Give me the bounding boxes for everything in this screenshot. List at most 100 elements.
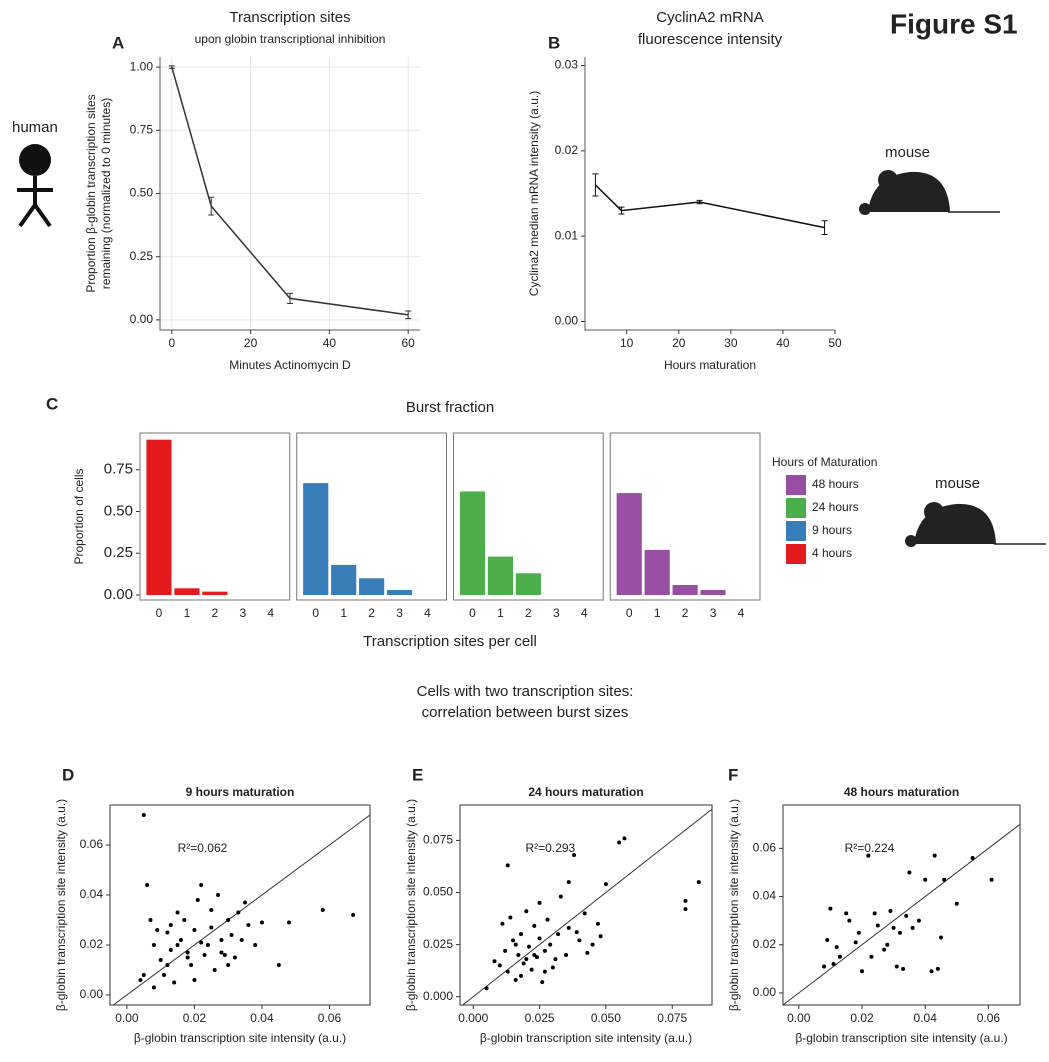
bar <box>459 491 486 595</box>
y-axis-label: Cyclina2 median mRNA intensity (a.u.) <box>527 91 541 296</box>
bar <box>672 584 698 595</box>
x-tick-label: 0.02 <box>183 1011 207 1025</box>
y-tick-label: 0.06 <box>80 837 104 851</box>
legend-title: Hours of Maturation <box>772 455 877 469</box>
panel-letter: B <box>548 33 560 52</box>
y-axis-label: β-globin transcription site intensity (a… <box>727 799 741 1011</box>
chart-title: fluorescence intensity <box>638 31 783 48</box>
x-tick-label: 0.06 <box>318 1011 342 1025</box>
point <box>229 933 234 937</box>
point <box>226 918 231 922</box>
y-axis-label: Proportion β-globin transcription sites <box>84 94 98 292</box>
chart-title: 24 hours maturation <box>528 785 643 799</box>
y-tick-label: 0.00 <box>104 586 133 603</box>
point <box>145 883 150 887</box>
bar <box>331 564 357 595</box>
x-tick-label: 0.00 <box>787 1011 811 1025</box>
point <box>172 980 177 985</box>
point <box>519 973 524 978</box>
line <box>171 66 409 316</box>
point <box>524 957 529 962</box>
error-bar <box>208 196 215 216</box>
legend-swatch <box>786 521 806 541</box>
bar <box>386 589 413 595</box>
error-bar <box>592 173 599 197</box>
point <box>151 943 156 947</box>
point <box>595 921 600 926</box>
point <box>492 959 497 964</box>
point <box>888 909 893 914</box>
point <box>910 925 915 930</box>
y-tick-label: 0.02 <box>753 937 777 951</box>
x-tick-label: 3 <box>553 606 560 620</box>
x-tick-label: 60 <box>402 336 416 350</box>
bar <box>202 591 228 595</box>
point <box>598 934 603 939</box>
legend-label: 9 hours <box>812 523 852 537</box>
point <box>532 923 537 928</box>
point <box>195 898 200 902</box>
y-tick-label: 0.000 <box>423 989 453 1003</box>
point <box>511 938 516 943</box>
identity-line <box>782 823 1021 1006</box>
y-tick-label: 0.06 <box>753 841 777 855</box>
point <box>875 923 880 928</box>
y-tick-label: 0.25 <box>104 544 133 561</box>
point <box>882 947 887 952</box>
point <box>222 953 227 957</box>
x-axis-label: β-globin transcription site intensity (a… <box>480 1031 692 1045</box>
point <box>209 908 214 912</box>
x-tick-label: 30 <box>724 336 738 350</box>
y-tick-label: 0.00 <box>753 985 777 999</box>
x-tick-label: 0.000 <box>458 1011 488 1025</box>
point <box>497 963 502 968</box>
point <box>141 813 146 817</box>
point <box>548 942 553 947</box>
mouse-icon: mouse <box>905 475 1046 547</box>
x-tick-label: 4 <box>424 606 431 620</box>
point <box>894 964 899 969</box>
group-title: correlation between burst sizes <box>422 704 629 721</box>
point <box>151 985 156 990</box>
y-axis-label: β-globin transcription site intensity (a… <box>404 799 418 1011</box>
point <box>484 986 489 991</box>
point <box>622 836 627 841</box>
point <box>182 918 187 922</box>
x-axis-label: Hours maturation <box>664 358 756 372</box>
point <box>901 966 906 971</box>
point <box>503 948 508 953</box>
point <box>989 877 994 882</box>
x-tick-label: 0.04 <box>250 1011 274 1025</box>
point <box>617 840 622 845</box>
y-tick-label: 0.75 <box>130 122 154 136</box>
point <box>148 918 153 922</box>
panel-letter: D <box>62 765 74 784</box>
point <box>860 969 864 974</box>
point <box>155 928 160 932</box>
x-tick-label: 0.050 <box>591 1011 621 1025</box>
x-axis-label: β-globin transcription site intensity (a… <box>134 1031 346 1045</box>
point <box>243 900 248 905</box>
legend-swatch <box>786 498 806 518</box>
y-axis-label: β-globin transcription site intensity (a… <box>54 799 68 1011</box>
error-bar <box>696 199 703 205</box>
x-tick-label: 1 <box>340 606 347 620</box>
point <box>907 870 912 875</box>
human-icon: human <box>12 119 58 228</box>
point <box>236 910 241 915</box>
point <box>566 880 571 885</box>
chart-title: Transcription sites <box>229 9 350 26</box>
icon-label: mouse <box>935 475 980 492</box>
x-axis-label: Minutes Actinomycin D <box>229 358 351 372</box>
x-tick-label: 2 <box>525 606 532 620</box>
point <box>828 906 833 911</box>
x-tick-label: 1 <box>184 606 191 620</box>
x-tick-label: 3 <box>710 606 717 620</box>
point <box>524 909 529 914</box>
icon-label: human <box>12 119 58 136</box>
panel-letter: C <box>46 394 58 413</box>
bar <box>644 549 670 595</box>
figure-title: Figure S1 <box>890 8 1018 39</box>
point <box>939 935 943 940</box>
